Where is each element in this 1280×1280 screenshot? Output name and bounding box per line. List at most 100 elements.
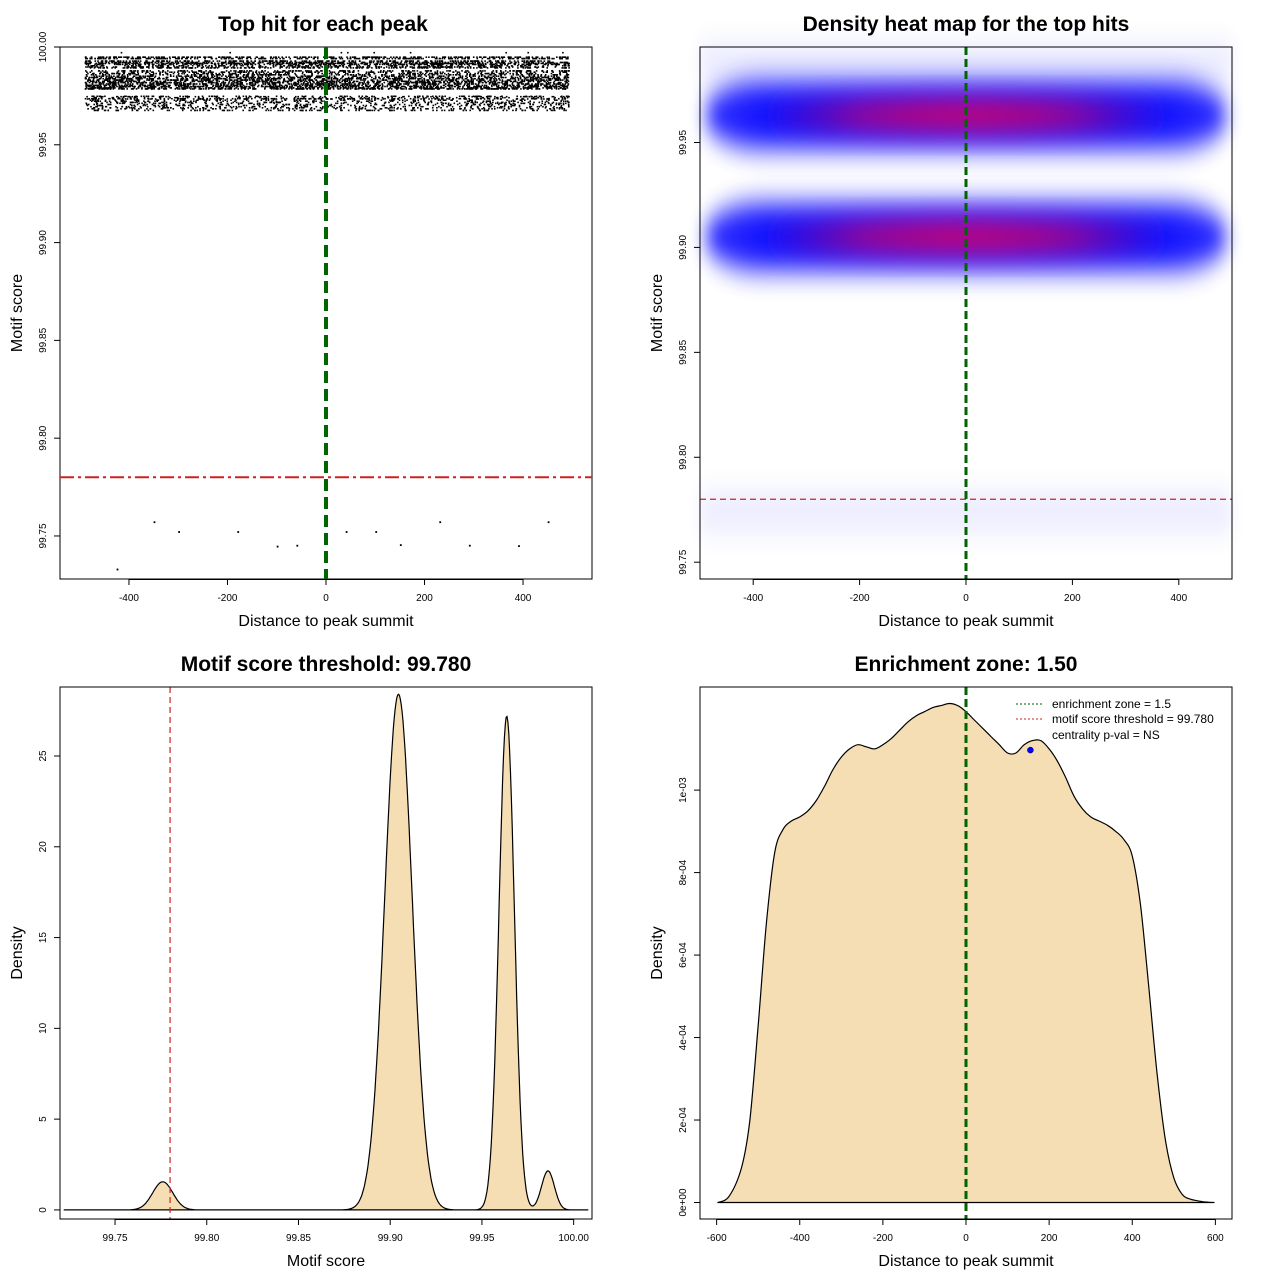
scatter-point [532, 62, 535, 65]
scatter-point [152, 67, 154, 69]
scatter-point [136, 76, 139, 79]
scatter-point [528, 83, 530, 85]
scatter-point [352, 67, 355, 69]
scatter-point [254, 60, 256, 62]
scatter-point [555, 84, 557, 87]
scatter-point [304, 79, 307, 81]
scatter-point [556, 62, 559, 65]
scatter-point [461, 80, 463, 83]
scatter-point [494, 67, 496, 69]
scatter-point [502, 62, 505, 65]
scatter-point [455, 74, 458, 76]
scatter-point [194, 61, 197, 64]
scatter-point [232, 57, 234, 60]
scatter-point [504, 62, 506, 65]
scatter-point [123, 75, 125, 77]
scatter-point [302, 83, 305, 85]
scatter-point [226, 56, 228, 58]
scatter-point [301, 67, 304, 69]
scatter-point [418, 65, 420, 67]
scatter-point [461, 57, 463, 60]
scatter-point [268, 81, 270, 84]
scatter-point [369, 74, 371, 76]
scatter-point [349, 85, 352, 88]
scatter-point [359, 77, 362, 80]
scatter-point [348, 79, 350, 81]
scatter-point [361, 75, 363, 77]
scatter-point [422, 80, 424, 83]
scatter-point [165, 62, 167, 65]
scatter-point [319, 76, 321, 79]
scatter-point [559, 61, 562, 64]
scatter-point [541, 56, 543, 58]
scatter-point [202, 85, 204, 88]
scatter-point [525, 71, 528, 73]
scatter-point [531, 76, 533, 79]
scatter-point [171, 71, 173, 73]
scatter-point [472, 80, 474, 83]
scatter-point [495, 77, 497, 80]
scatter-point [266, 81, 268, 84]
scatter-point [546, 56, 549, 58]
scatter-point [126, 84, 129, 87]
scatter-point [411, 67, 414, 69]
scatter-point [442, 71, 444, 73]
scatter-point [311, 83, 314, 85]
scatter-point [307, 84, 309, 87]
scatter-point [293, 66, 295, 68]
scatter-point [281, 66, 283, 68]
scatter-point [117, 83, 120, 85]
scatter-point [133, 60, 136, 62]
scatter-point [276, 70, 279, 72]
scatter-point [136, 83, 139, 85]
scatter-point [253, 67, 255, 69]
scatter-point [175, 81, 177, 84]
scatter-point [363, 75, 365, 77]
scatter-point [266, 74, 268, 76]
scatter-point [148, 56, 150, 58]
scatter-point [477, 61, 479, 64]
scatter-point [508, 57, 510, 60]
scatter-point [363, 81, 365, 84]
scatter-point [175, 84, 178, 87]
scatter-point [501, 57, 504, 60]
scatter-point [544, 85, 546, 88]
scatter-point [213, 67, 215, 69]
scatter-point [105, 75, 108, 77]
scatter-point [269, 84, 271, 87]
scatter-point [169, 71, 171, 73]
scatter-point [137, 63, 140, 66]
scatter-point [316, 84, 319, 87]
scatter-point [406, 81, 409, 84]
scatter-point [290, 76, 293, 79]
scatter-point [257, 62, 259, 65]
scatter-point [359, 66, 362, 68]
scatter-point [390, 85, 392, 88]
scatter-point [532, 77, 534, 80]
scatter-point [289, 65, 292, 67]
scatter-point [456, 84, 458, 87]
scatter-point [253, 61, 255, 64]
scatter-point [416, 85, 419, 88]
scatter-point [327, 66, 330, 68]
scatter-point [301, 76, 304, 79]
scatter-point [205, 61, 208, 64]
scatter-point [192, 83, 195, 85]
scatter-point [113, 62, 116, 65]
scatter-point [527, 85, 530, 88]
scatter-point [537, 84, 539, 87]
scatter-point [186, 63, 188, 66]
scatter-point [517, 67, 519, 69]
scatter-point [476, 60, 478, 62]
scatter-point [251, 75, 253, 77]
scatter-point [205, 72, 208, 75]
scatter-point [375, 76, 377, 79]
scatter-point [303, 61, 305, 64]
scatter-point [454, 57, 457, 60]
scatter-point [548, 56, 550, 58]
scatter-point [389, 60, 391, 62]
scatter-point [476, 67, 478, 69]
scatter-point [329, 81, 331, 84]
scatter-point [485, 63, 487, 66]
scatter-point [380, 60, 382, 62]
